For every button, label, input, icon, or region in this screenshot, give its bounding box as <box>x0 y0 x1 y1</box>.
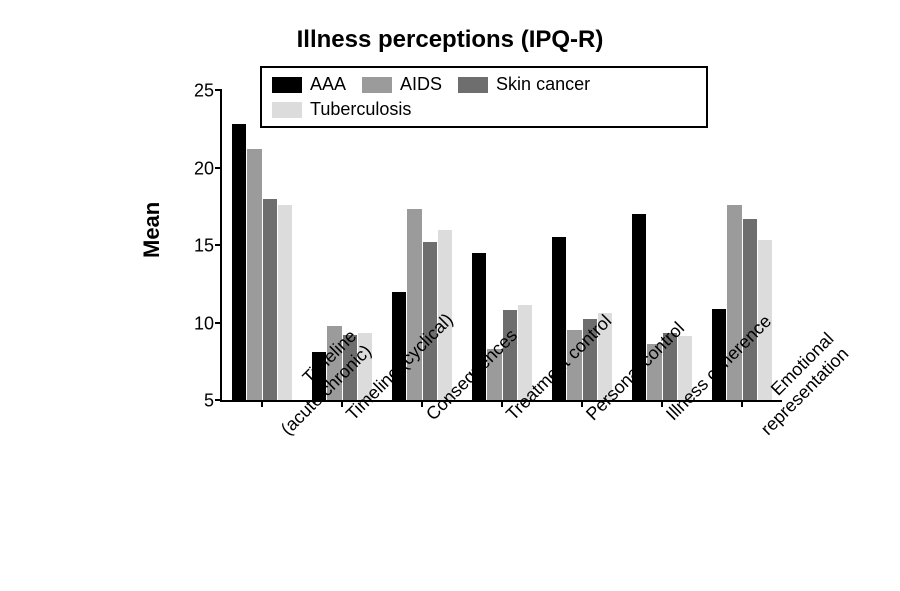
x-tick-label: Personal control <box>582 410 597 425</box>
legend-item: AAA <box>272 74 346 95</box>
chart-title: Illness perceptions (IPQ-R) <box>0 26 900 54</box>
y-tick-mark <box>215 244 222 246</box>
chart-container: Illness perceptions (IPQ-R) 510152025Tim… <box>0 0 900 591</box>
legend-item: AIDS <box>362 74 442 95</box>
y-tick-mark <box>215 399 222 401</box>
y-tick-label: 25 <box>194 81 214 102</box>
legend-label: AAA <box>310 74 346 95</box>
legend-swatch <box>272 102 302 118</box>
y-tick-label: 15 <box>194 236 214 257</box>
y-tick-mark <box>215 89 222 91</box>
x-tick-mark <box>261 400 263 407</box>
legend-label: AIDS <box>400 74 442 95</box>
x-tick-label: Emotional representation <box>742 410 772 440</box>
legend-swatch <box>362 77 392 93</box>
y-tick-label: 20 <box>194 158 214 179</box>
legend-swatch <box>458 77 488 93</box>
bar <box>232 124 246 400</box>
x-tick-label: Consequences <box>422 410 437 425</box>
x-tick-mark <box>741 400 743 407</box>
x-tick-label: Timeline (acute/chronic) <box>262 410 292 440</box>
x-tick-mark <box>341 400 343 407</box>
bar <box>278 205 292 400</box>
legend-item: Skin cancer <box>458 74 590 95</box>
legend-label: Tuberculosis <box>310 99 411 120</box>
x-tick-label: Treatment control <box>502 410 517 425</box>
legend: AAA AIDS Skin cancer Tuberculosis <box>260 66 708 128</box>
x-tick-label: Timeline (cyclical) <box>342 410 357 425</box>
bar <box>743 219 757 400</box>
bar <box>263 199 277 401</box>
x-tick-mark <box>421 400 423 407</box>
y-axis-label: Mean <box>139 234 165 258</box>
x-tick-mark <box>501 400 503 407</box>
y-tick-label: 10 <box>194 313 214 334</box>
y-tick-mark <box>215 322 222 324</box>
plot-area: 510152025Timeline (acute/chronic)Timelin… <box>220 90 782 402</box>
legend-swatch <box>272 77 302 93</box>
y-tick-mark <box>215 167 222 169</box>
bar <box>247 149 261 400</box>
x-tick-mark <box>661 400 663 407</box>
legend-label: Skin cancer <box>496 74 590 95</box>
x-tick-label: Illness coherence <box>662 410 677 425</box>
x-tick-mark <box>581 400 583 407</box>
legend-item: Tuberculosis <box>272 99 411 120</box>
y-tick-label: 5 <box>204 391 214 412</box>
